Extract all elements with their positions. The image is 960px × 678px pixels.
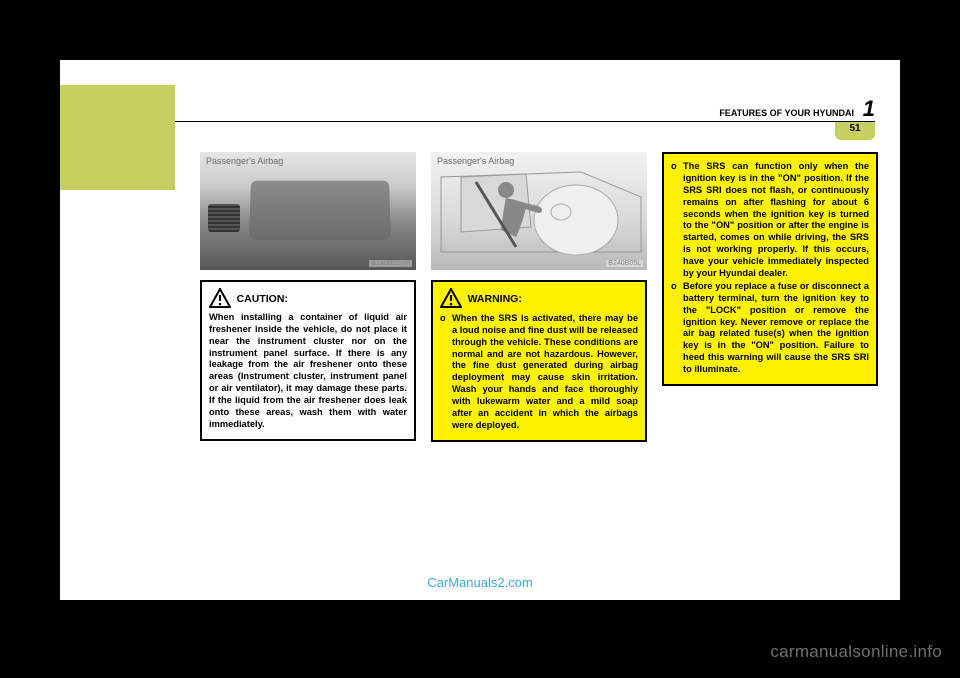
column-3: The SRS can function only when the ignit…	[662, 152, 878, 442]
photo-label: Passenger's Airbag	[437, 156, 514, 166]
caution-body: When installing a container of liquid ai…	[209, 312, 407, 431]
warning-triangle-icon	[209, 288, 231, 312]
chapter-title: FEATURES OF YOUR HYUNDAI	[719, 108, 854, 118]
srs-info-box: The SRS can function only when the ignit…	[662, 152, 878, 386]
warning-triangle-icon	[440, 288, 462, 312]
photo-dashboard-airbag: Passenger's Airbag B240B01HP	[200, 152, 416, 270]
caution-title: CAUTION:	[237, 293, 288, 305]
srs-item: The SRS can function only when the ignit…	[671, 161, 869, 280]
warning-box: WARNING: When the SRS is activated, ther…	[431, 280, 647, 442]
header-rule	[175, 121, 875, 122]
photo-code: B240B05L	[606, 260, 643, 267]
side-color-tab	[60, 85, 175, 190]
content-columns: Passenger's Airbag B240B01HP CAUTION: Wh…	[200, 152, 880, 442]
caution-box: CAUTION: When installing a container of …	[200, 280, 416, 441]
srs-item: Before you replace a fuse or disconnect …	[671, 281, 869, 376]
column-2: Passenger's Airbag B240B05L WARNING:	[431, 152, 647, 442]
warning-title: WARNING:	[468, 293, 522, 305]
photo-label: Passenger's Airbag	[206, 156, 283, 166]
photo-code: B240B01HP	[369, 260, 412, 267]
manual-page: FEATURES OF YOUR HYUNDAI 1 51 Passenger'…	[60, 60, 900, 600]
page-number: 51	[835, 122, 875, 140]
chapter-number: 1	[863, 96, 875, 122]
watermark-carmanuals2: CarManuals2.com	[427, 575, 533, 590]
watermark-carmanualsonline: carmanualsonline.info	[770, 642, 942, 662]
photo-airbag-deploy: Passenger's Airbag B240B05L	[431, 152, 647, 270]
airbag-illustration	[431, 152, 647, 270]
warning-item: When the SRS is activated, there may be …	[440, 313, 638, 432]
column-1: Passenger's Airbag B240B01HP CAUTION: Wh…	[200, 152, 416, 442]
